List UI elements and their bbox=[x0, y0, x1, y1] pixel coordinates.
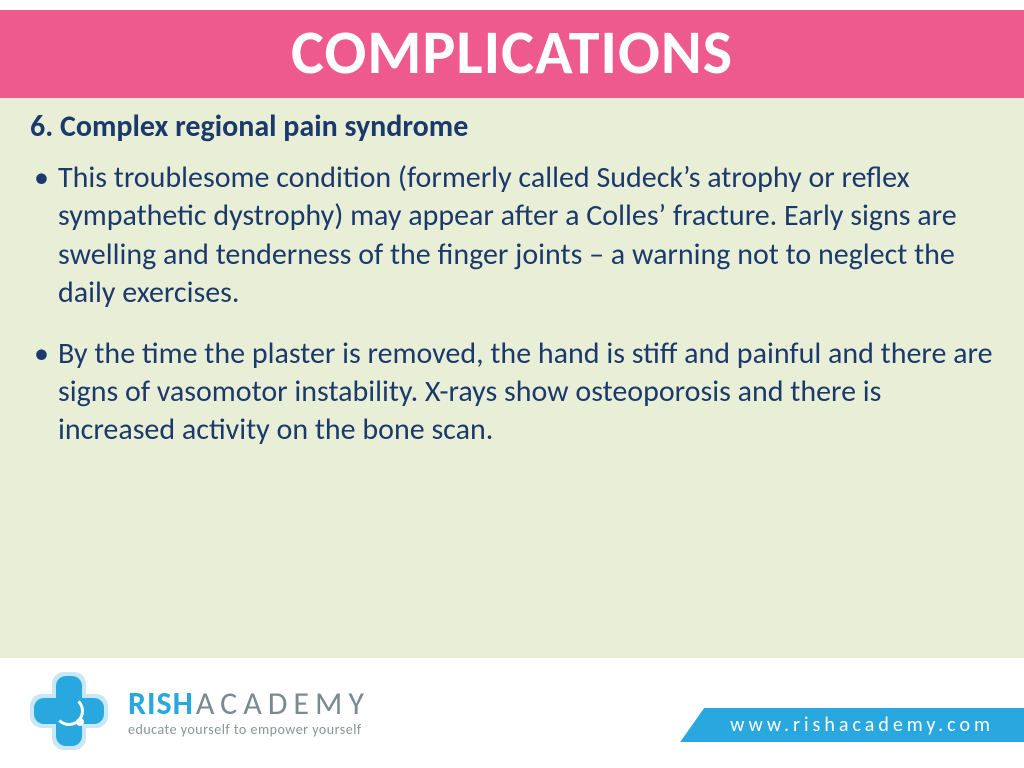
content-area: 6. Complex regional pain syndrome This t… bbox=[0, 98, 1024, 658]
brand-tagline: educate yourself to empower yourself bbox=[128, 721, 370, 738]
section-subheading: 6. Complex regional pain syndrome bbox=[30, 108, 994, 145]
bullet-item: This troublesome condition (formerly cal… bbox=[30, 159, 994, 313]
medical-cross-icon bbox=[30, 672, 108, 750]
stethoscope-icon bbox=[54, 696, 84, 726]
website-url: www.rishacademy.com bbox=[730, 713, 994, 737]
brand-name-light: ACADEMY bbox=[196, 684, 370, 723]
brand-name-bold: RISH bbox=[128, 684, 194, 723]
title-banner: COMPLICATIONS bbox=[0, 0, 1024, 98]
brand-logo-block: RISH ACADEMY educate yourself to empower… bbox=[30, 672, 370, 750]
bullet-item: By the time the plaster is removed, the … bbox=[30, 335, 994, 450]
bullet-list: This troublesome condition (formerly cal… bbox=[30, 159, 994, 450]
website-url-ribbon: www.rishacademy.com bbox=[680, 708, 1024, 742]
brand-text: RISH ACADEMY educate yourself to empower… bbox=[128, 684, 370, 738]
slide-title: COMPLICATIONS bbox=[0, 14, 1024, 90]
slide-footer: RISH ACADEMY educate yourself to empower… bbox=[0, 668, 1024, 768]
